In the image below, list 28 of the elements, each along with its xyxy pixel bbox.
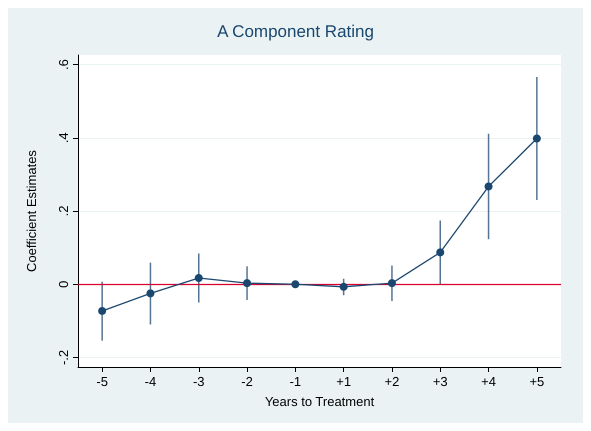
x-tick-label: +2 (384, 374, 400, 389)
x-tick-label: +1 (336, 374, 352, 389)
point (484, 182, 493, 190)
x-tick-label: -1 (290, 374, 302, 389)
point (146, 289, 154, 298)
x-axis-title: Years to Treatment (264, 394, 375, 409)
x-tick-label: -4 (144, 374, 156, 389)
x-tick-label: +5 (529, 374, 544, 389)
y-axis-title: Coefficient Estimates (24, 150, 39, 272)
point (98, 306, 106, 315)
x-tick-label: -5 (96, 374, 108, 389)
y-tick-label: 0 (56, 280, 71, 288)
point (436, 248, 444, 256)
x-tick-label: -2 (241, 374, 253, 389)
y-tick-label: -.2 (56, 350, 71, 366)
point (532, 134, 541, 142)
point (243, 279, 252, 288)
y-tick-label: .2 (56, 206, 71, 216)
x-tick-label: +3 (432, 374, 448, 389)
point (194, 274, 203, 282)
x-tick-label: +4 (481, 374, 496, 389)
point (340, 282, 348, 291)
x-tick-label: -3 (192, 374, 205, 389)
y-tick-label: .4 (56, 132, 71, 144)
chart-title: A Component Rating (217, 22, 374, 41)
point (388, 279, 396, 288)
point (291, 280, 300, 288)
y-tick-label: .6 (56, 59, 71, 70)
